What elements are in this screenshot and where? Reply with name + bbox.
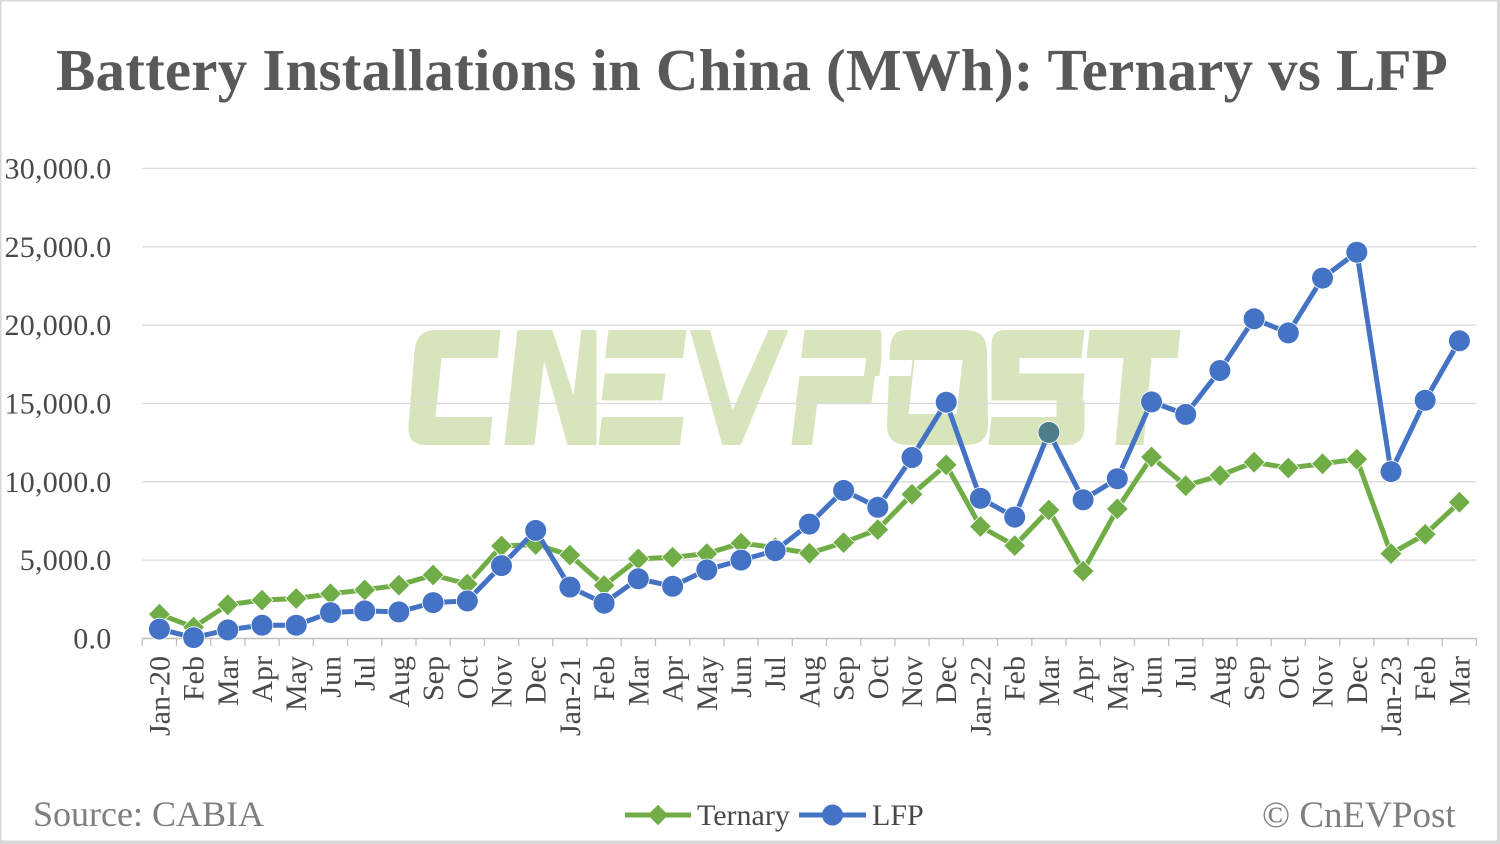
svg-text:Aug: Aug [793, 656, 826, 708]
svg-text:Jan-23: Jan-23 [1375, 656, 1408, 736]
svg-text:© CnEVPost: © CnEVPost [1262, 795, 1456, 836]
svg-text:Apr: Apr [1067, 656, 1100, 703]
svg-text:Dec: Dec [1341, 656, 1374, 704]
svg-text:Jan-21: Jan-21 [554, 656, 587, 736]
svg-text:Ternary: Ternary [697, 799, 790, 832]
svg-text:Feb: Feb [1409, 656, 1442, 701]
svg-text:LFP: LFP [872, 799, 924, 832]
svg-text:Nov: Nov [1307, 656, 1340, 708]
svg-text:Jun: Jun [315, 656, 348, 698]
svg-text:Sep: Sep [1238, 656, 1271, 701]
svg-text:Feb: Feb [999, 656, 1032, 701]
svg-text:Nov: Nov [896, 656, 929, 708]
svg-text:0.0: 0.0 [73, 623, 111, 656]
svg-text:Oct: Oct [862, 655, 895, 699]
svg-text:Oct: Oct [451, 655, 484, 699]
svg-text:Dec: Dec [930, 656, 963, 704]
svg-text:Mar: Mar [1033, 656, 1066, 706]
svg-text:Apr: Apr [657, 656, 690, 703]
svg-text:Source: CABIA: Source: CABIA [33, 794, 264, 834]
svg-text:5,000.0: 5,000.0 [20, 544, 112, 577]
svg-text:May: May [1101, 656, 1134, 711]
svg-text:20,000.0: 20,000.0 [5, 309, 112, 342]
svg-text:Jun: Jun [1136, 656, 1169, 698]
svg-text:Mar: Mar [1443, 656, 1476, 706]
svg-text:Jan-22: Jan-22 [964, 656, 997, 736]
svg-text:Jul: Jul [759, 656, 792, 691]
svg-text:Sep: Sep [417, 656, 450, 701]
svg-text:Aug: Aug [1204, 656, 1237, 708]
svg-text:30,000.0: 30,000.0 [5, 152, 112, 185]
svg-text:Nov: Nov [486, 656, 519, 708]
svg-text:Jun: Jun [725, 656, 758, 698]
svg-text:Aug: Aug [383, 656, 416, 708]
svg-text:10,000.0: 10,000.0 [5, 466, 112, 499]
svg-text:Mar: Mar [212, 656, 245, 706]
svg-text:Mar: Mar [622, 656, 655, 706]
svg-text:Jul: Jul [1170, 656, 1203, 691]
svg-text:Feb: Feb [178, 656, 211, 701]
svg-text:Apr: Apr [246, 656, 279, 703]
svg-text:25,000.0: 25,000.0 [5, 231, 112, 264]
svg-text:Jan-20: Jan-20 [143, 656, 176, 736]
svg-text:May: May [691, 656, 724, 711]
svg-text:Feb: Feb [588, 656, 621, 701]
svg-text:Sep: Sep [828, 656, 861, 701]
svg-text:Dec: Dec [520, 656, 553, 704]
svg-text:May: May [280, 656, 313, 711]
svg-text:15,000.0: 15,000.0 [5, 388, 112, 421]
svg-text:Jul: Jul [349, 656, 382, 691]
svg-text:Battery Installations in China: Battery Installations in China (MWh): Te… [56, 37, 1448, 103]
svg-text:Oct: Oct [1272, 655, 1305, 699]
